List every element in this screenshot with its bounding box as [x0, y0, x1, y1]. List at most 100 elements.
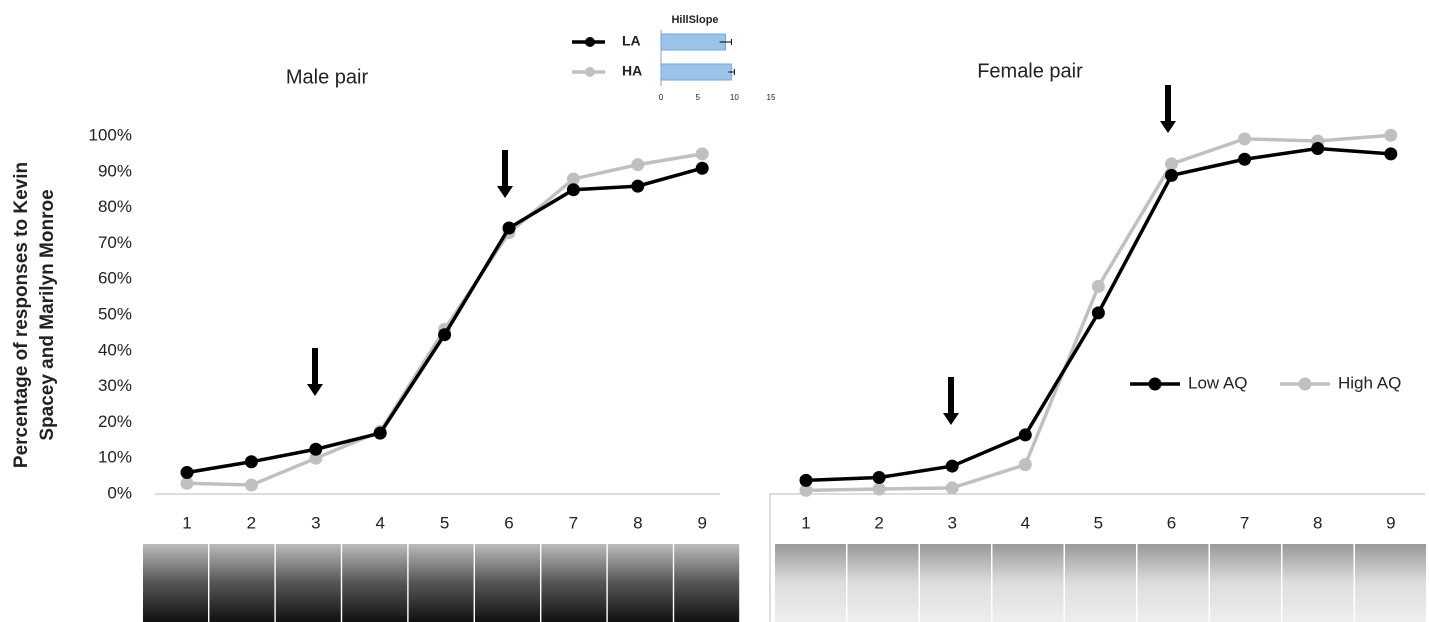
y-tick-label: 10%: [98, 448, 132, 467]
y-tick-label: 90%: [98, 161, 132, 180]
point: [1238, 132, 1251, 145]
point: [1165, 157, 1178, 170]
x-tick-label: 2: [874, 513, 883, 532]
x-tick-label: 1: [182, 513, 191, 532]
point: [1092, 306, 1105, 319]
point: [245, 455, 258, 468]
x-tick-label: 6: [504, 513, 513, 532]
x-tick-label: 1: [801, 513, 810, 532]
y-tick-label: 100%: [89, 125, 132, 144]
point: [245, 479, 258, 492]
x-tick-label: 10: [730, 93, 739, 102]
y-tick-label: 0%: [107, 483, 132, 502]
arrows: [307, 85, 1176, 425]
y-tick-label: 60%: [98, 269, 132, 288]
arrow: [307, 348, 323, 396]
x-tick-label: 6: [1167, 513, 1176, 532]
face: [209, 544, 274, 622]
x-tick-label: 0: [659, 93, 664, 102]
face: [475, 544, 540, 622]
bar: [661, 34, 726, 50]
face: [409, 544, 474, 622]
face: [1210, 544, 1281, 622]
legend-marker: [585, 67, 595, 77]
point: [1019, 428, 1032, 441]
face: [1138, 544, 1209, 622]
point: [438, 328, 451, 341]
x-tick-label: 5: [695, 93, 700, 102]
point: [1165, 169, 1178, 182]
face: [993, 544, 1064, 622]
point: [1019, 458, 1032, 471]
point: [631, 158, 644, 171]
face-images: [143, 544, 1426, 622]
x-tick-label: 9: [697, 513, 706, 532]
legend-label: High AQ: [1338, 373, 1401, 392]
series-line: [187, 168, 702, 472]
face: [143, 544, 208, 622]
face: [1355, 544, 1426, 622]
point: [309, 443, 322, 456]
x-tick-label: 9: [1386, 513, 1395, 532]
figure: Male pair Female pair Percentage of resp…: [0, 0, 1429, 622]
point: [1384, 129, 1397, 142]
inset-title: HillSlope: [671, 14, 718, 26]
point: [181, 466, 194, 479]
y-tick-label: 80%: [98, 197, 132, 216]
arrow: [1160, 85, 1176, 133]
face: [848, 544, 919, 622]
face: [674, 544, 739, 622]
y-axis-label: Spacey and Marilyn Monroe: [37, 189, 58, 440]
legend-marker: [1149, 378, 1162, 391]
x-tick-label: 2: [247, 513, 256, 532]
face: [920, 544, 991, 622]
x-tick-label: 7: [569, 513, 578, 532]
face: [276, 544, 341, 622]
y-tick-label: 50%: [98, 304, 132, 323]
point: [1238, 153, 1251, 166]
x-tick-label: 5: [440, 513, 449, 532]
y-axis-label: Percentage of responses to Kevin: [11, 162, 32, 468]
point: [1311, 142, 1324, 155]
legend-label: Low AQ: [1188, 373, 1248, 392]
x-tick-label: 3: [311, 513, 320, 532]
point: [374, 427, 387, 440]
face: [1283, 544, 1354, 622]
x-tick-label: 15: [767, 93, 776, 102]
face: [608, 544, 673, 622]
x-tick-label: 4: [1021, 513, 1030, 532]
y-tick-label: 70%: [98, 233, 132, 252]
point: [800, 474, 813, 487]
point: [946, 460, 959, 473]
arrow: [497, 150, 513, 198]
x-tick-label: 4: [375, 513, 384, 532]
bar: [661, 64, 731, 80]
x-tick-label: 8: [633, 513, 642, 532]
face: [775, 544, 846, 622]
x-tick-label: 5: [1094, 513, 1103, 532]
face: [541, 544, 606, 622]
point: [873, 471, 886, 484]
point: [696, 147, 709, 160]
chart-title: Male pair: [286, 66, 369, 88]
y-tick-label: 40%: [98, 340, 132, 359]
y-tick-label: 30%: [98, 376, 132, 395]
x-tick-label: 3: [947, 513, 956, 532]
legend-marker: [585, 37, 595, 47]
legend-marker: [1299, 378, 1312, 391]
face: [342, 544, 407, 622]
category-label: HA: [622, 63, 642, 79]
x-tick-label: 8: [1313, 513, 1322, 532]
face: [1065, 544, 1136, 622]
point: [567, 183, 580, 196]
point: [946, 481, 959, 494]
x-tick-label: 7: [1240, 513, 1249, 532]
arrow: [943, 377, 959, 425]
point: [873, 482, 886, 495]
chart-title: Female pair: [977, 60, 1083, 82]
point: [1384, 147, 1397, 160]
series-line: [187, 154, 702, 485]
category-label: LA: [622, 33, 641, 49]
y-tick-label: 20%: [98, 412, 132, 431]
point: [631, 180, 644, 193]
